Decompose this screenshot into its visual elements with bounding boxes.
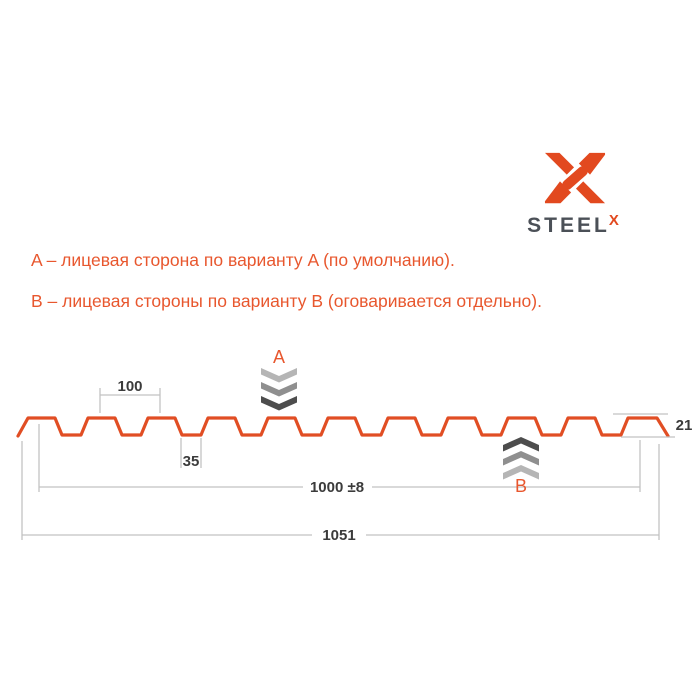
- chevron-up-icon: [503, 437, 539, 480]
- brand-name: STEEL: [527, 214, 610, 237]
- dim-profile-height: 21: [613, 413, 693, 438]
- dim-valley-width: 35: [180, 438, 202, 470]
- dim-cover-width: 1000 ±8: [38, 424, 641, 496]
- dim-overall-width-value: 1051: [322, 527, 355, 544]
- brand-sup-x: X: [608, 212, 619, 229]
- variant-b-note: B – лицевая стороны по варианту B (огова…: [31, 291, 542, 311]
- sheet-profile-outline: [16, 416, 670, 438]
- dim-rib-pitch: 100: [99, 378, 161, 413]
- steelx-logo: STEELX: [505, 150, 635, 242]
- variant-a-marker: A: [261, 347, 297, 411]
- variant-b-marker: B: [503, 437, 539, 496]
- variant-b-label: B: [515, 476, 527, 496]
- dim-cover-width-value: 1000 ±8: [310, 479, 364, 496]
- dim-valley-width-value: 35: [183, 453, 200, 470]
- steelx-x-icon: [544, 152, 606, 204]
- chevron-down-icon: [261, 368, 297, 411]
- dim-profile-height-value: 21: [676, 417, 693, 434]
- variant-a-note: A – лицевая сторона по варианту A (по ум…: [31, 250, 455, 270]
- steelx-wordmark: STEELX: [511, 212, 635, 238]
- dim-overall-width: 1051: [21, 441, 660, 544]
- dim-rib-pitch-value: 100: [117, 378, 142, 395]
- variant-a-label: A: [273, 347, 285, 367]
